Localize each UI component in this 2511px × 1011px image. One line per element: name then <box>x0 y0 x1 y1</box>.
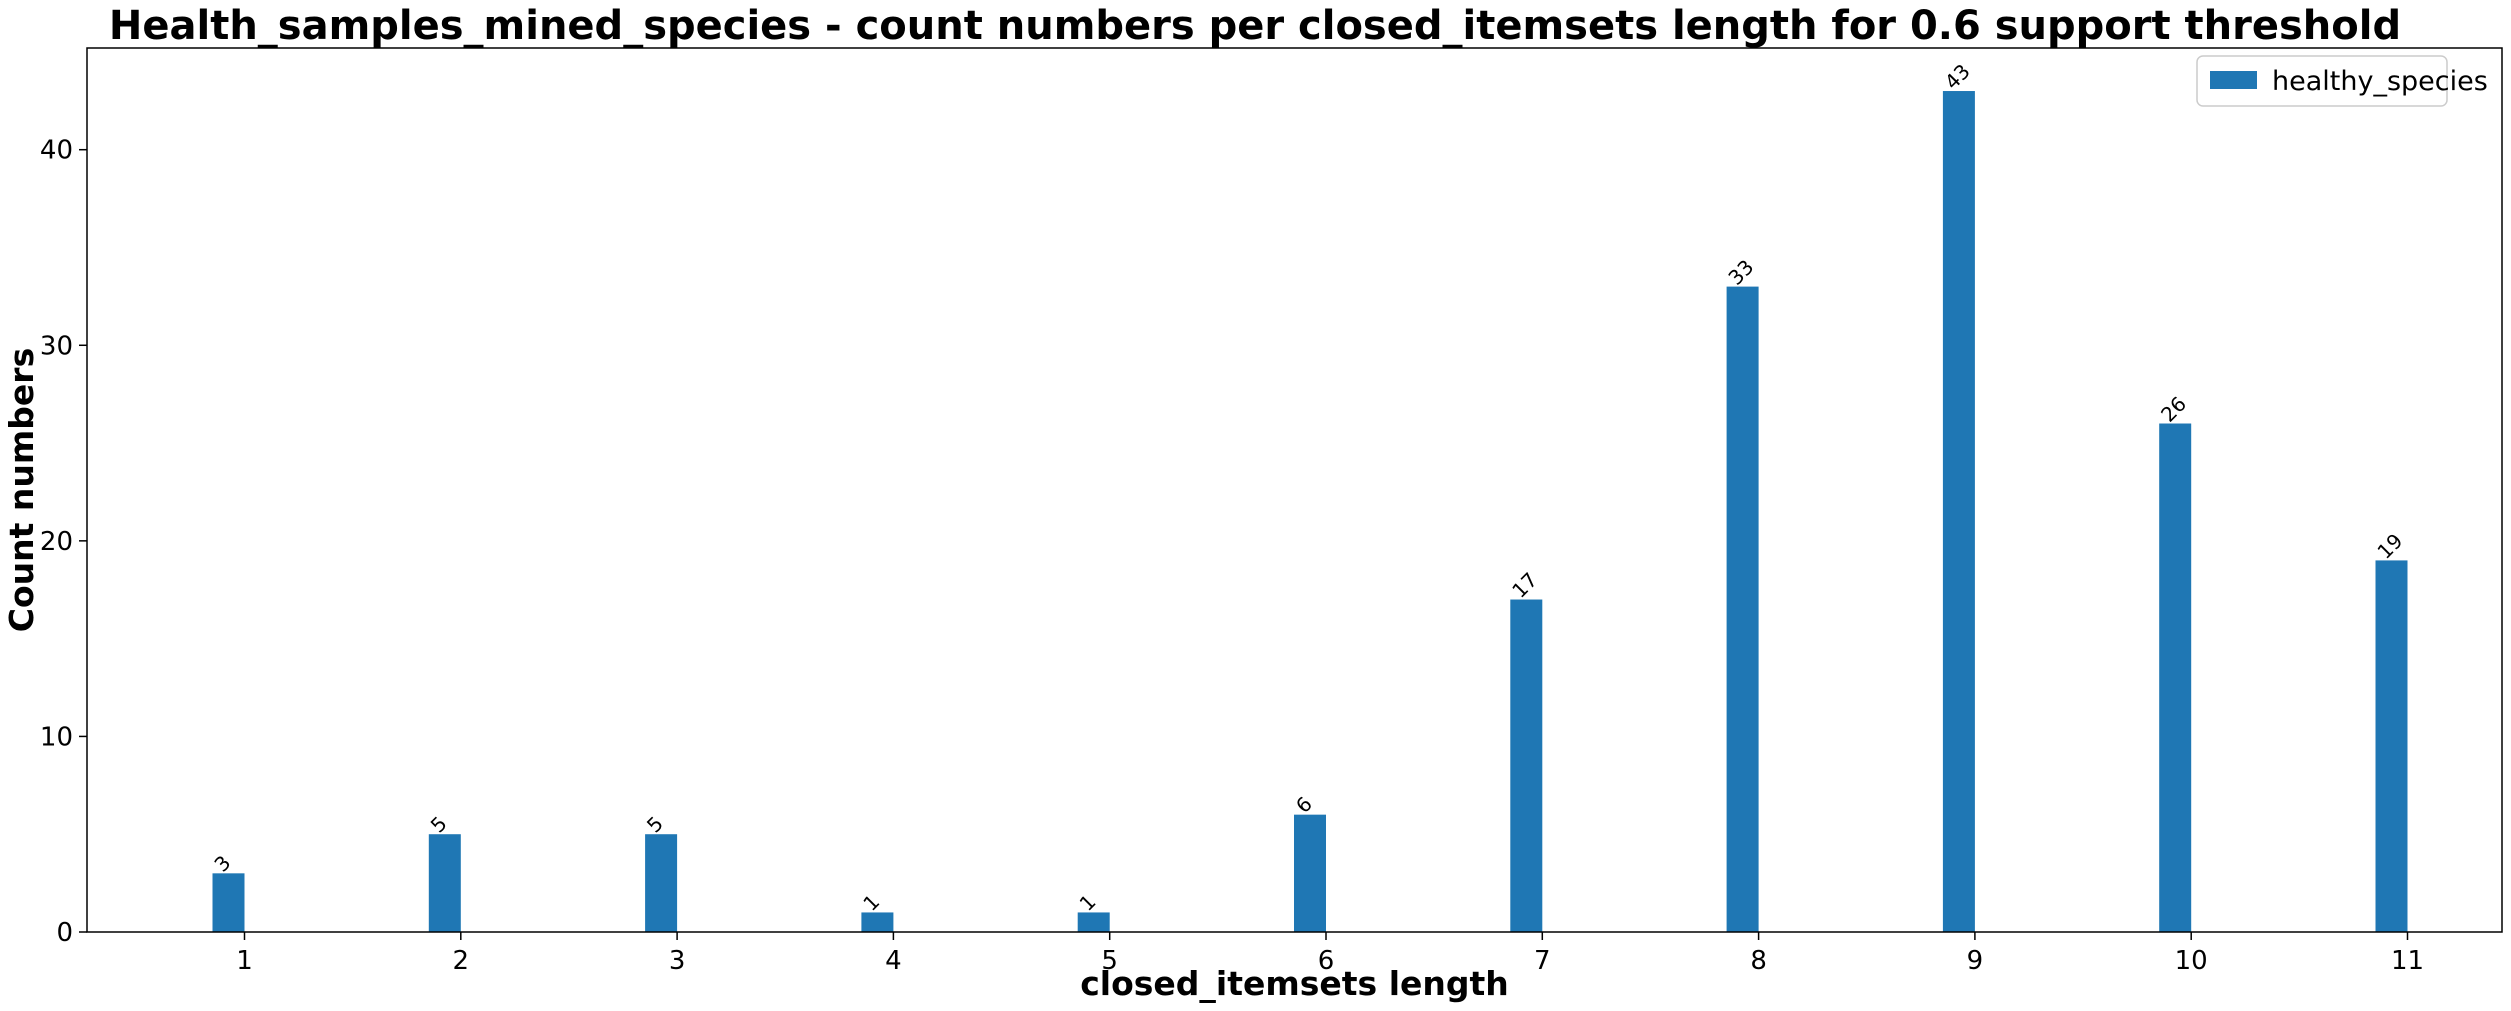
data-label-11: 19 <box>2372 529 2407 564</box>
y-axis-label: Count numbers <box>2 348 41 632</box>
y-tick-label-30: 30 <box>40 331 73 361</box>
x-tick-label-4: 4 <box>885 946 902 976</box>
data-label-7: 17 <box>1507 568 1542 603</box>
data-label-8: 33 <box>1724 255 1759 290</box>
data-label-1: 3 <box>209 851 235 877</box>
x-tick-label-6: 6 <box>1318 946 1335 976</box>
legend-box <box>2196 55 2448 107</box>
bar-8 <box>1726 286 1759 932</box>
x-tick-label-3: 3 <box>669 946 686 976</box>
bar-2 <box>428 834 461 932</box>
bar-3 <box>645 834 678 932</box>
y-tick-label-10: 10 <box>40 722 73 752</box>
x-tick-label-9: 9 <box>1967 946 1984 976</box>
bar-4 <box>861 912 894 932</box>
y-tick-label-40: 40 <box>40 136 73 166</box>
legend-label: healthy_species <box>2272 66 2488 97</box>
x-axis-ticks: 1 2 3 4 5 6 7 8 9 10 11 <box>236 932 2424 976</box>
legend: healthy_species <box>2196 55 2488 107</box>
x-tick-label-1: 1 <box>236 946 253 976</box>
data-label-4: 1 <box>858 890 884 916</box>
bars-group <box>212 91 2408 932</box>
bar-10 <box>2159 423 2192 932</box>
x-tick-label-8: 8 <box>1750 946 1767 976</box>
data-label-10: 26 <box>2156 392 2191 427</box>
data-labels-group: 3 5 5 1 1 6 17 33 43 26 19 <box>209 59 2407 915</box>
legend-swatch <box>2210 71 2257 89</box>
x-tick-label-2: 2 <box>453 946 470 976</box>
bar-11 <box>2375 560 2408 932</box>
bar-7 <box>1510 599 1543 932</box>
bar-1 <box>212 873 245 932</box>
data-label-5: 1 <box>1075 890 1101 916</box>
chart-title: Health_samples_mined_species - count num… <box>109 3 2401 49</box>
data-label-2: 5 <box>426 811 452 837</box>
y-tick-label-20: 20 <box>40 527 73 557</box>
plot-frame <box>86 47 2503 933</box>
x-tick-label-7: 7 <box>1534 946 1551 976</box>
x-axis-label: closed_itemsets length <box>1080 964 1509 1003</box>
data-label-3: 5 <box>642 811 668 837</box>
x-tick-label-5: 5 <box>1101 946 1118 976</box>
bar-9 <box>1942 91 1975 932</box>
x-tick-label-10: 10 <box>2175 946 2208 976</box>
bar-5 <box>1077 912 1110 932</box>
y-axis-ticks: 0 10 20 30 40 <box>40 136 87 948</box>
data-label-6: 6 <box>1291 792 1317 818</box>
data-label-9: 43 <box>1940 59 1975 94</box>
bar-6 <box>1294 814 1326 932</box>
x-tick-label-11: 11 <box>2391 946 2424 976</box>
y-tick-label-0: 0 <box>56 918 73 948</box>
